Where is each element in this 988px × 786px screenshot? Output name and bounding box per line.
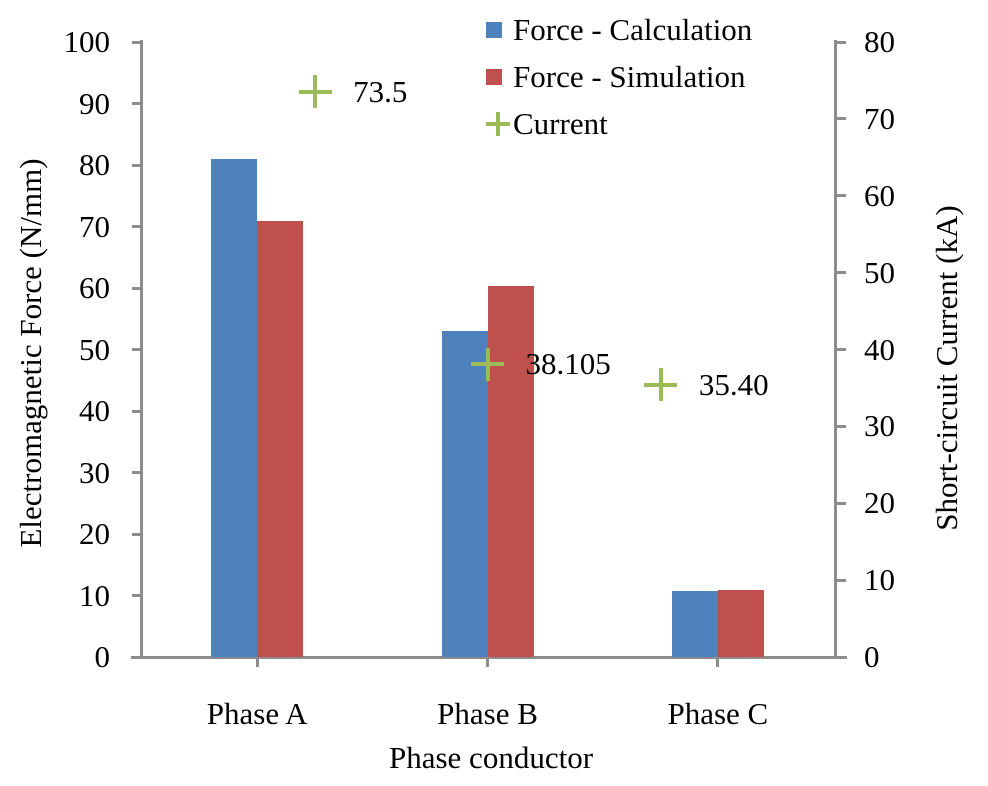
right-axis-tick-label: 10 [864, 562, 895, 598]
x-axis-category-label: Phase C [667, 696, 769, 731]
right-axis-tick-label: 60 [864, 177, 895, 213]
right-axis-tick-label: 0 [864, 639, 880, 674]
plus-v [313, 75, 318, 109]
current-marker-phase-c [644, 368, 678, 402]
left-axis-tick-label: 80 [79, 147, 110, 182]
left-axis-tick [132, 286, 142, 290]
x-axis-tick [255, 657, 259, 667]
current-data-label: 73.5 [353, 73, 408, 109]
right-axis-tick-label: 80 [864, 24, 895, 59]
legend-item-force-calculation: Force - Calculation [486, 14, 752, 46]
left-axis-tick [132, 102, 142, 105]
plus-v [485, 347, 490, 381]
bar-calculation-phase-a [211, 159, 258, 657]
right-axis-tick-label: 50 [864, 254, 895, 290]
right-axis-tick [836, 40, 846, 44]
left-axis-tick-label: 90 [79, 85, 110, 121]
legend-label: Current [513, 106, 608, 141]
x-axis-title: Phase conductor [388, 740, 594, 775]
left-axis-tick-label: 0 [94, 639, 111, 674]
left-axis-tick-label: 20 [79, 516, 110, 551]
left-axis-tick [132, 532, 142, 536]
bar-simulation-phase-a [257, 220, 304, 657]
legend-label: Force - Simulation [513, 59, 746, 94]
x-axis-category-label: Phase A [206, 696, 308, 731]
bar-calculation-phase-c [671, 591, 718, 657]
legend-label: Force - Calculation [513, 12, 753, 47]
left-axis-tick-label: 50 [79, 331, 110, 367]
bar-simulation-phase-c [717, 589, 764, 657]
right-axis-tick-label: 30 [864, 408, 895, 444]
x-axis-line [131, 656, 847, 659]
current-marker-phase-a [298, 75, 332, 109]
right-axis-tick [836, 117, 846, 121]
left-axis-tick [132, 163, 142, 167]
bar-calculation-phase-b [441, 331, 488, 657]
left-axis-tick [132, 655, 142, 659]
right-axis-tick-label: 20 [864, 485, 895, 521]
right-axis-tick [836, 194, 846, 198]
right-axis-tick [836, 655, 846, 659]
left-axis-tick [132, 409, 142, 413]
left-axis-tick [132, 225, 142, 228]
left-axis-tick-label: 10 [79, 577, 110, 613]
x-axis-tick [486, 657, 489, 667]
left-axis-tick-label: 30 [79, 454, 110, 490]
x-axis-category-label: Phase B [437, 696, 538, 731]
right-axis-tick [836, 271, 846, 275]
right-axis-tick [836, 501, 846, 505]
left-axis-tick-label: 40 [79, 393, 110, 428]
right-y-axis-line [834, 40, 837, 659]
legend-swatch-simulation-icon [486, 69, 502, 85]
x-axis-tick [716, 657, 720, 667]
legend-item-current: Current [486, 108, 608, 140]
right-axis-tick-label: 70 [864, 100, 895, 136]
current-marker-phase-b [471, 347, 504, 381]
left-axis-tick-label: 100 [63, 24, 111, 59]
right-axis-tick [836, 578, 846, 582]
left-axis-tick [132, 471, 142, 474]
current-data-label: 38.105 [525, 346, 611, 382]
left-axis-tick-label: 70 [79, 208, 110, 244]
left-y-axis-title: Electromagnetic Force (N/mm) [13, 158, 48, 548]
legend-item-force-simulation: Force - Simulation [486, 61, 745, 93]
left-axis-tick [132, 348, 142, 351]
right-y-axis-title: Short-circuit Current (kA) [929, 205, 964, 531]
bar-simulation-phase-b [487, 285, 534, 657]
plus-v [658, 368, 663, 402]
legend-plus-marker-icon [486, 112, 510, 136]
left-axis-tick [132, 40, 142, 44]
right-axis-tick [836, 424, 846, 428]
current-data-label: 35.40 [698, 366, 769, 402]
right-axis-tick-label: 40 [864, 331, 895, 367]
left-axis-tick-label: 60 [79, 270, 110, 305]
right-axis-tick [836, 348, 846, 351]
legend-swatch-calculation-icon [486, 22, 502, 38]
left-axis-tick [132, 594, 142, 597]
